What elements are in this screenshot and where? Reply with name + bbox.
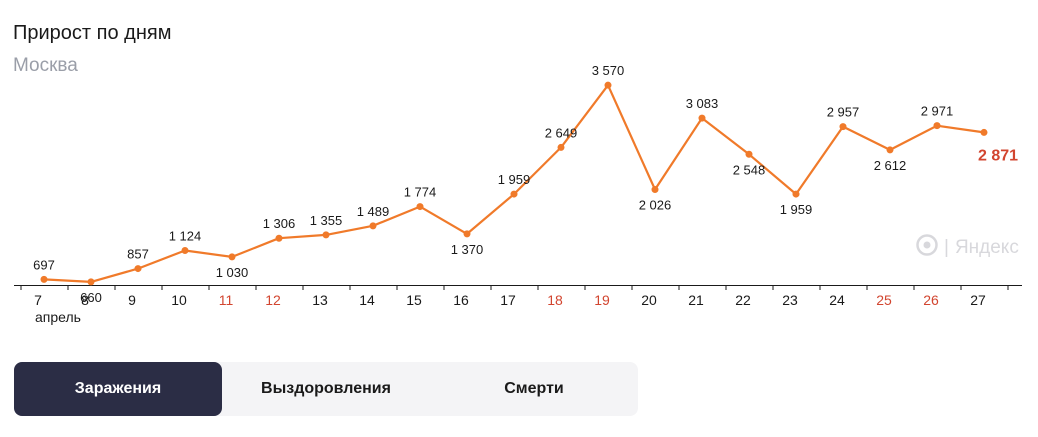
- metric-tabs: Заражения Выздоровления Смерти: [14, 362, 638, 416]
- x-tick-label: 24: [829, 292, 845, 308]
- x-tick-label: 14: [359, 292, 375, 308]
- watermark-separator: |: [944, 237, 949, 258]
- yandex-watermark: | Яндекс: [916, 234, 1019, 262]
- data-label: 1 959: [498, 172, 531, 187]
- data-label: 2 957: [827, 105, 860, 120]
- data-point: [134, 265, 142, 273]
- data-point: [792, 190, 800, 198]
- x-tick-label: 25: [876, 292, 892, 308]
- data-point: [933, 122, 941, 130]
- x-tick-label: 15: [406, 292, 422, 308]
- chart-title: Прирост по дням: [13, 22, 172, 44]
- x-tick-label: 26: [923, 292, 939, 308]
- data-label: 1 124: [169, 229, 202, 244]
- data-point: [651, 186, 659, 194]
- data-point: [745, 150, 753, 158]
- data-point: [604, 81, 612, 89]
- data-point: [980, 128, 988, 136]
- x-tick-label: 13: [312, 292, 328, 308]
- data-point: [181, 247, 189, 255]
- daily-growth-chart: 697 660 857 1 124 1 030 1 306 1 355 1 489 1 774 1…: [14, 63, 1022, 325]
- tab-recoveries[interactable]: Выздоровления: [261, 380, 391, 397]
- data-label: 857: [127, 247, 149, 262]
- data-point: [416, 203, 424, 211]
- data-label: 1 355: [310, 213, 343, 228]
- data-label: 1 489: [357, 204, 390, 219]
- x-tick-label: 12: [265, 292, 281, 308]
- data-label: 2 612: [874, 158, 907, 173]
- data-label: 1 959: [780, 202, 813, 217]
- data-label: 2 649: [545, 125, 578, 140]
- tab-deaths[interactable]: Смерти: [504, 380, 564, 397]
- chart-subtitle: Москва: [13, 55, 78, 76]
- data-label: 2 548: [733, 162, 766, 177]
- data-label: 660: [80, 290, 102, 305]
- x-tick-label: 23: [782, 292, 798, 308]
- data-label: 3 083: [686, 96, 719, 111]
- data-label: 2 871: [978, 147, 1018, 164]
- data-point: [322, 231, 330, 239]
- data-label: 1 774: [404, 185, 437, 200]
- watermark-text: Яндекс: [954, 237, 1019, 258]
- x-tick-label: 17: [500, 292, 516, 308]
- data-point: [839, 123, 847, 131]
- data-point: [40, 275, 48, 283]
- x-tick-label: 27: [970, 292, 986, 308]
- data-point: [87, 278, 95, 286]
- data-point: [510, 190, 518, 198]
- x-tick-label: 21: [688, 292, 704, 308]
- data-point: [369, 222, 377, 230]
- data-point: [698, 114, 706, 122]
- data-label: 1 306: [263, 216, 296, 231]
- x-tick-label: 20: [641, 292, 657, 308]
- data-point: [557, 143, 565, 151]
- x-tick-label: 9: [128, 292, 136, 308]
- data-label: 3 570: [592, 63, 625, 78]
- x-tick-label: 22: [735, 292, 751, 308]
- data-label: 1 370: [451, 242, 484, 257]
- x-tick-label: 8: [81, 292, 89, 308]
- data-point: [228, 253, 236, 261]
- month-label: апрель: [35, 309, 81, 325]
- data-label: 2 026: [639, 198, 672, 213]
- data-point: [275, 234, 283, 242]
- x-tick-label: 10: [171, 292, 187, 308]
- tab-infections[interactable]: Заражения: [14, 362, 222, 416]
- data-point: [463, 230, 471, 238]
- data-label: 1 030: [216, 265, 249, 280]
- data-label: 697: [33, 257, 55, 272]
- x-tick-label: 16: [453, 292, 469, 308]
- x-tick-label: 19: [594, 292, 610, 308]
- x-tick-label: 7: [34, 292, 42, 308]
- data-point: [886, 146, 894, 154]
- data-label: 2 971: [921, 104, 954, 119]
- x-tick-label: 11: [219, 292, 234, 308]
- x-tick-label: 18: [547, 292, 563, 308]
- yandex-logo-icon: [916, 234, 938, 262]
